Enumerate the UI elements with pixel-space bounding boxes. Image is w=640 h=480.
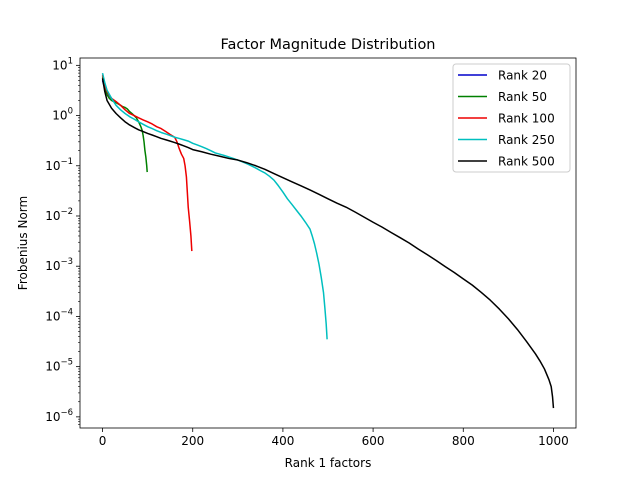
y-tick-label: 10−2	[45, 207, 73, 223]
legend: Rank 20 Rank 50 Rank 100 Rank 250 Rank 500	[452, 63, 571, 173]
x-axis: 0 200 400 600 800 1000	[99, 428, 569, 448]
y-tick-label: 10−6	[45, 408, 73, 424]
legend-label: Rank 20	[498, 69, 547, 83]
series-line-3	[101, 72, 328, 340]
y-tick-label: 100	[52, 107, 73, 123]
series-line-4	[101, 78, 555, 409]
legend-label: Rank 50	[498, 90, 547, 104]
y-axis: 101 100 10−1 10−2 10−3 10−4 10−5 10−6	[45, 56, 80, 425]
x-axis-label: Rank 1 factors	[285, 456, 372, 470]
y-tick-label: 10−1	[45, 157, 73, 173]
chart-title: Factor Magnitude Distribution	[220, 37, 435, 53]
x-tick-label: 800	[452, 434, 475, 448]
series-layer	[101, 72, 555, 409]
y-tick-label: 10−5	[45, 358, 73, 374]
legend-label: Rank 500	[498, 155, 555, 169]
y-tick-label: 101	[52, 56, 73, 72]
x-tick-label: 400	[271, 434, 294, 448]
y-tick-label: 10−3	[45, 257, 73, 273]
legend-box	[452, 63, 571, 173]
y-axis-label: Frobenius Norm	[16, 196, 30, 290]
y-tick-label: 10−4	[45, 307, 73, 323]
x-tick-label: 1000	[538, 434, 569, 448]
x-tick-label: 0	[99, 434, 107, 448]
x-tick-label: 600	[362, 434, 385, 448]
x-tick-label: 200	[181, 434, 204, 448]
legend-label: Rank 250	[498, 133, 555, 147]
series-line-2	[101, 74, 193, 252]
series-line-1	[101, 76, 148, 173]
legend-label: Rank 100	[498, 112, 555, 126]
plot-frame	[79, 57, 577, 429]
